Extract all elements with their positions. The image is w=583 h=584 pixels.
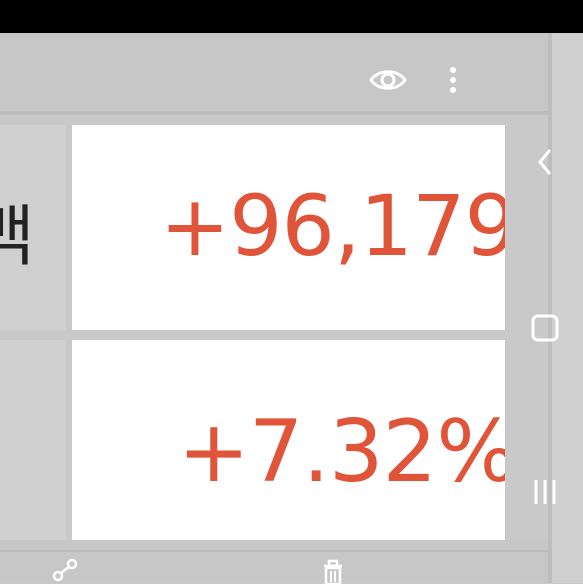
- nav-home-button[interactable]: [526, 308, 564, 348]
- change-amount-value: +96,179: [159, 177, 505, 275]
- status-bar: [0, 0, 583, 33]
- bottom-action-bar: [0, 540, 548, 584]
- row-label: 백: [0, 198, 35, 275]
- nav-recent-apps-button[interactable]: [526, 470, 564, 514]
- share-icon: [52, 558, 78, 581]
- delete-button[interactable]: [308, 558, 358, 584]
- data-table: 백 +96,179 +7.32%: [0, 115, 548, 540]
- bottom-divider: [0, 550, 548, 552]
- more-options-button[interactable]: [436, 58, 470, 102]
- share-button[interactable]: [40, 558, 90, 583]
- trash-icon: [324, 559, 342, 584]
- nav-back-button[interactable]: [530, 140, 560, 184]
- eye-icon: [369, 70, 407, 90]
- top-toolbar: [0, 33, 548, 111]
- recent-apps-icon: [534, 480, 556, 504]
- table-row-value-cell: +96,179: [72, 125, 505, 330]
- visibility-toggle-button[interactable]: [364, 58, 412, 102]
- chevron-left-icon: [538, 149, 552, 175]
- more-vert-icon: [450, 65, 456, 95]
- table-row-value-cell: +7.32%: [72, 340, 505, 540]
- change-rate-value: +7.32%: [177, 402, 505, 502]
- table-row-label-cell: [0, 340, 66, 540]
- toolbar-divider: [0, 111, 548, 115]
- table-row-label-cell: 백: [0, 125, 66, 330]
- home-square-icon: [531, 314, 559, 342]
